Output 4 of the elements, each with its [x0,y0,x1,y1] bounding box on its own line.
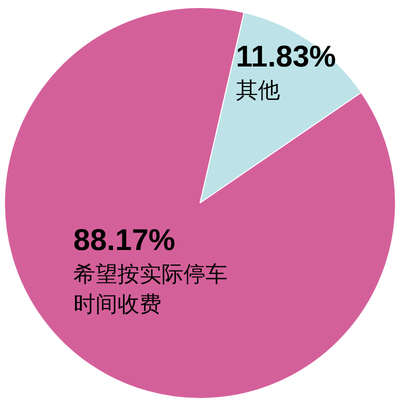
slice-label: 希望按实际停车时间收费 [73,262,228,318]
data-label: 11.83% [236,40,336,74]
slice-label: 其他 [236,78,280,104]
data-label: 88.17% [73,224,176,257]
